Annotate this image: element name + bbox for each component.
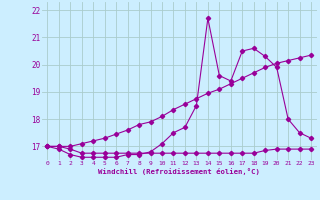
X-axis label: Windchill (Refroidissement éolien,°C): Windchill (Refroidissement éolien,°C) — [98, 168, 260, 175]
